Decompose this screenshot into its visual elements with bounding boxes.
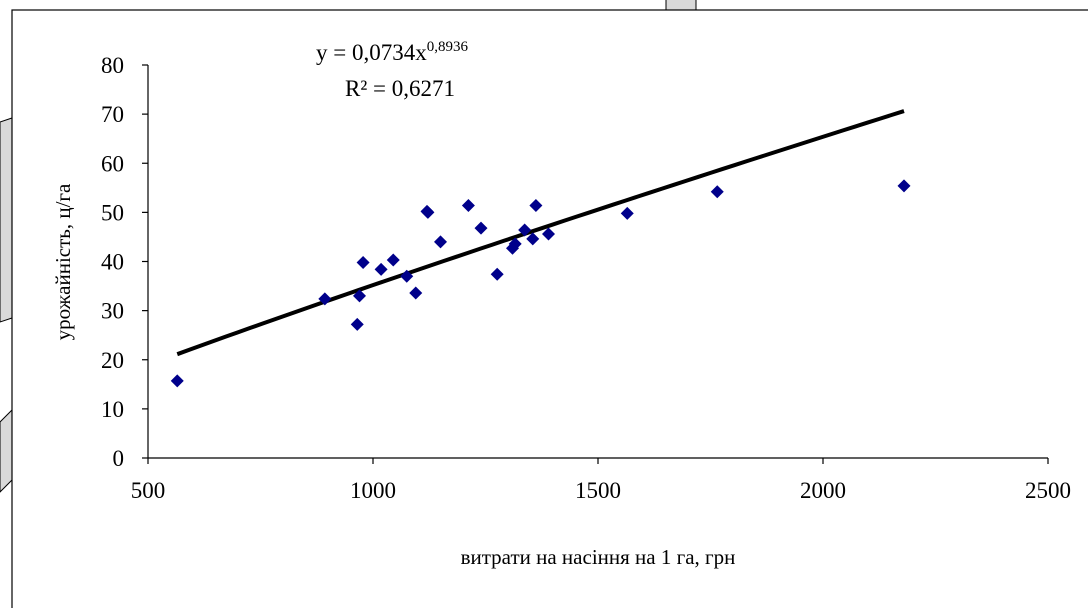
data-point xyxy=(318,292,332,306)
data-point xyxy=(353,289,366,303)
data-point xyxy=(897,179,911,193)
top-tab-shape xyxy=(665,0,697,11)
data-point xyxy=(490,267,504,281)
left-shape-lower xyxy=(0,408,13,493)
data-point xyxy=(434,235,447,249)
y-axis-ticks: 0 10 20 30 40 50 60 70 80 xyxy=(101,53,148,471)
data-point xyxy=(710,185,724,199)
x-axis-title: витрати на насіння на 1 га, грн xyxy=(461,545,736,569)
y-tick-label: 0 xyxy=(113,446,125,471)
y-tick-label: 40 xyxy=(101,250,124,275)
equation-base: y = 0,0734x xyxy=(316,40,427,65)
trendline xyxy=(176,109,905,357)
data-point xyxy=(474,221,488,235)
data-point xyxy=(620,206,634,220)
x-tick-label: 2500 xyxy=(1025,478,1071,503)
y-tick-label: 80 xyxy=(101,53,124,78)
left-shape-upper xyxy=(0,117,13,323)
data-point xyxy=(461,198,475,212)
trendline-group xyxy=(176,109,905,357)
data-point xyxy=(542,227,555,241)
equation-exponent: 0,8936 xyxy=(427,39,469,55)
y-tick-label: 20 xyxy=(101,348,124,373)
x-axis-ticks: 500 1000 1500 2000 2500 xyxy=(131,458,1071,503)
data-point xyxy=(526,232,540,246)
x-tick-label: 1500 xyxy=(575,478,621,503)
r-squared-label: R² = 0,6271 xyxy=(345,76,455,101)
data-point xyxy=(350,317,364,331)
data-point xyxy=(518,223,532,237)
x-tick-label: 500 xyxy=(131,478,166,503)
y-axis-title: урожайність, ц/га xyxy=(51,183,75,340)
y-tick-label: 50 xyxy=(101,200,124,225)
background-decoration xyxy=(0,0,697,493)
chart-frame xyxy=(11,9,1088,613)
data-point xyxy=(170,374,184,388)
data-point xyxy=(409,286,423,300)
x-tick-label: 2000 xyxy=(800,478,846,503)
x-tick-label: 1000 xyxy=(350,478,396,503)
data-point xyxy=(529,198,543,212)
y-tick-label: 30 xyxy=(101,299,124,324)
data-point xyxy=(400,269,414,283)
y-tick-label: 10 xyxy=(101,397,124,422)
data-point xyxy=(356,255,370,269)
data-point xyxy=(386,253,400,267)
data-points xyxy=(170,179,911,388)
data-point xyxy=(374,262,388,276)
y-tick-label: 60 xyxy=(101,151,124,176)
y-tick-label: 70 xyxy=(101,102,124,127)
data-point xyxy=(421,205,435,219)
trendline-equation: y = 0,0734x0,8936 xyxy=(316,39,468,65)
data-point xyxy=(508,237,522,251)
